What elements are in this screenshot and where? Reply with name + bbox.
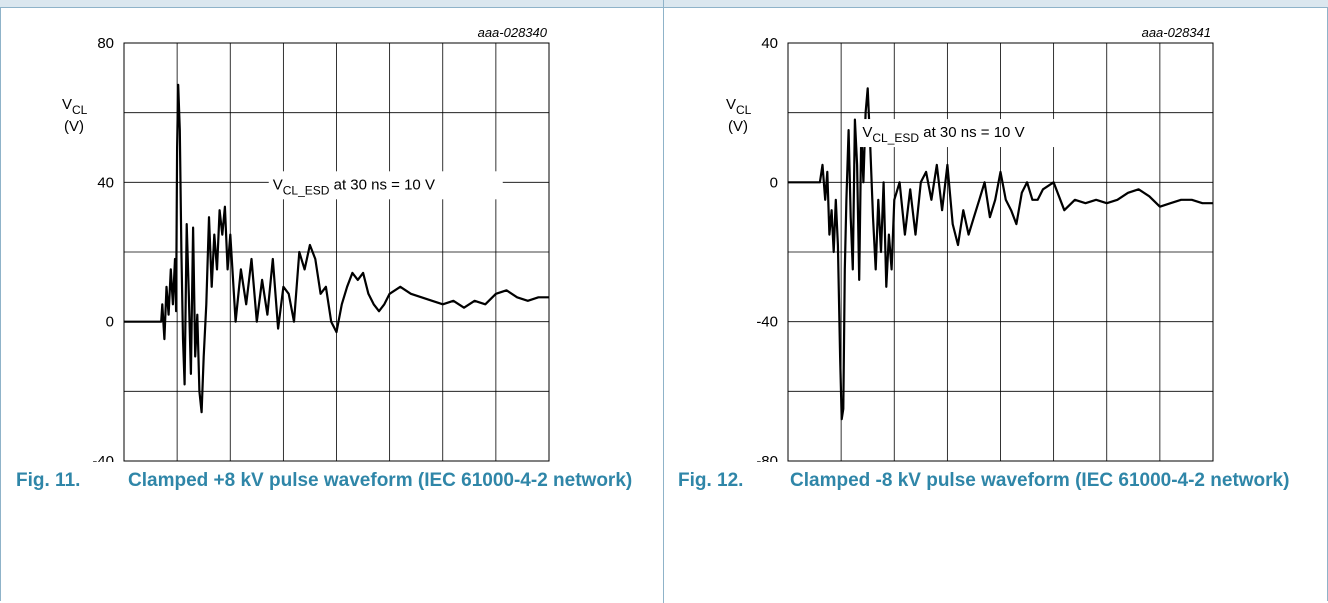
chart-fig-11: -1001020304050607080400-40aaa-028340VCL(… [62,25,550,462]
annotation-bg [268,171,503,200]
figure-11-panel: -1001020304050607080400-40aaa-028340VCL(… [0,7,662,603]
series-line [788,87,1213,421]
y-tick-label: 0 [106,314,114,331]
column-divider [663,0,664,603]
y-tick-label: 80 [97,35,114,52]
annotation-bg [858,119,1093,148]
figure-code-label: aaa-028341 [1142,25,1211,40]
y-tick-label: 40 [97,174,114,191]
y-tick-label: -40 [92,453,114,462]
figure-code-label: aaa-028340 [478,25,548,40]
y-axis-label: VCL [726,96,752,117]
plot-frame [123,42,550,462]
y-axis-label: VCL [62,96,88,117]
y-tick-label: -40 [756,314,778,331]
y-tick-label: 40 [761,35,778,52]
figure-caption-text: Clamped -8 kV pulse waveform (IEC 61000-… [790,470,1290,491]
y-tick-label: 0 [770,174,778,191]
top-band [0,0,1328,8]
annotation-text: VCL_ESD at 30 ns = 10 V [862,124,1024,145]
annotation-text: VCL_ESD at 30 ns = 10 V [273,176,435,197]
y-axis-unit: (V) [728,118,748,135]
series-line [124,83,549,414]
figure-12-panel: -10010203040506070400-40-80aaa-028341VCL… [664,7,1326,603]
figure-number: Fig. 11. [16,470,81,491]
figure-number: Fig. 12. [678,470,744,491]
y-axis-unit: (V) [64,118,84,135]
chart-fig-12: -10010203040506070400-40-80aaa-028341VCL… [726,25,1214,462]
figure-caption-text: Clamped +8 kV pulse waveform (IEC 61000-… [128,470,633,491]
y-tick-label: -80 [756,453,778,462]
plot-frame [787,42,1214,462]
